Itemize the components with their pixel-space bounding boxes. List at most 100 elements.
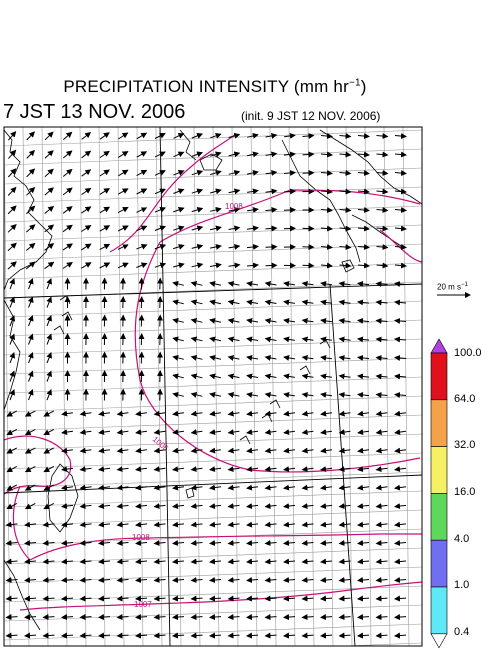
- wind-arrow: [375, 410, 388, 417]
- wind-arrow: [9, 333, 15, 345]
- wind-arrow: [357, 410, 369, 417]
- wind-arrow: [264, 410, 277, 417]
- wind-arrow: [228, 262, 241, 269]
- wind-arrow: [357, 151, 370, 158]
- meridian: [364, 127, 372, 646]
- wind-arrow: [394, 354, 407, 361]
- wind-arrow: [301, 577, 314, 584]
- wind-arrow: [283, 632, 296, 639]
- wind-arrow: [7, 205, 17, 215]
- wind-arrow: [117, 225, 129, 232]
- wind-arrow: [209, 336, 222, 343]
- colorbar-segment: [430, 586, 448, 635]
- wind-arrow: [24, 484, 36, 491]
- wind-arrow: [98, 447, 110, 454]
- colorbar-label: 64.0: [454, 393, 476, 405]
- wind-arrow: [190, 595, 203, 602]
- parallel: [4, 490, 422, 508]
- wind-arrow: [228, 243, 241, 250]
- wind-arrow: [61, 503, 74, 510]
- wind-arrow: [99, 206, 111, 214]
- wind-arrow: [247, 206, 259, 213]
- wind-arrow: [265, 225, 278, 232]
- wind-arrow: [153, 614, 166, 621]
- wind-arrow: [210, 243, 222, 250]
- wind-arrow: [116, 632, 129, 639]
- wind-arrow: [172, 595, 185, 602]
- parallel: [4, 148, 422, 166]
- wind-arrow: [153, 521, 166, 528]
- wind-arrow: [394, 595, 407, 602]
- wind-arrow: [61, 558, 74, 565]
- wind-arrow: [376, 133, 389, 140]
- wind-arrow: [357, 447, 369, 454]
- wind-arrow: [301, 447, 314, 454]
- wind-arrow: [301, 429, 314, 436]
- wind-arrow: [135, 410, 147, 417]
- wind-arrow: [227, 391, 240, 398]
- wind-arrow: [209, 484, 222, 491]
- wind-reference-label: 20 m s−1: [437, 282, 468, 292]
- wind-arrow: [79, 614, 92, 621]
- wind-arrow: [320, 170, 333, 177]
- wind-arrow: [24, 502, 36, 510]
- wind-arrow: [265, 132, 278, 139]
- wind-arrow: [338, 558, 351, 565]
- wind-arrow: [26, 187, 36, 196]
- wind-arrow: [173, 262, 185, 269]
- wind-arrow: [357, 595, 370, 602]
- parallel: [4, 433, 422, 451]
- wind-arrow: [61, 577, 74, 584]
- wind-arrow: [375, 503, 388, 510]
- wind-arrow: [246, 521, 259, 528]
- wind-arrow: [339, 262, 352, 269]
- parallel: [4, 243, 422, 261]
- wind-arrow: [357, 299, 370, 306]
- wind-arrow: [283, 447, 295, 454]
- wind-arrow: [172, 521, 185, 528]
- wind-arrow: [227, 447, 240, 454]
- wind-arrow: [209, 280, 222, 287]
- wind-arrow: [190, 429, 203, 436]
- wind-arrow: [27, 277, 34, 290]
- wind-arrow: [116, 577, 129, 584]
- wind-arrow: [227, 595, 240, 602]
- wind-arrow: [338, 632, 351, 639]
- meridian: [212, 127, 220, 646]
- wind-arrow: [209, 447, 221, 454]
- wind-arrow: [375, 317, 388, 324]
- parallel: [4, 471, 422, 489]
- wind-arrow: [338, 466, 351, 473]
- wind-arrow: [246, 243, 259, 250]
- wind-arrow: [173, 225, 185, 232]
- wind-arrow: [98, 521, 111, 528]
- wind-arrow: [118, 151, 129, 158]
- wind-arrow: [339, 188, 352, 195]
- wind-arrow: [394, 558, 407, 565]
- wind-arrow: [153, 466, 166, 473]
- wind-arrow: [264, 503, 277, 510]
- korea-coast: [179, 129, 197, 161]
- wind-arrow: [190, 558, 203, 565]
- wind-arrow: [283, 410, 295, 417]
- wind-arrow: [301, 354, 314, 361]
- colorbar-segment: [430, 352, 448, 401]
- wind-arrow: [136, 188, 148, 195]
- wind-arrow: [135, 521, 148, 528]
- wind-arrow: [357, 521, 370, 528]
- wind-arrow: [63, 131, 73, 140]
- lat-lon-grid: [4, 127, 422, 646]
- wind-arrow: [357, 280, 370, 287]
- wind-arrow: [42, 540, 55, 547]
- wind-arrow: [264, 577, 277, 584]
- meridian: [98, 127, 106, 646]
- wind-arrow: [24, 540, 37, 547]
- wind-arrow: [172, 391, 184, 398]
- wind-arrow: [283, 354, 295, 361]
- meridian: [288, 127, 296, 646]
- wind-arrow: [5, 540, 18, 547]
- wind-arrow: [79, 410, 92, 417]
- isobar-label: 1008: [132, 533, 150, 542]
- wind-arrow: [24, 465, 36, 473]
- wind-arrow: [338, 521, 351, 528]
